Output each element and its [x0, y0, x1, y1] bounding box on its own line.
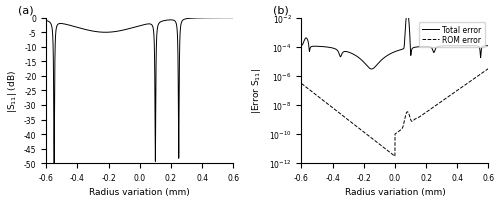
Total error	[432, 49, 438, 51]
ROM error	[432, 105, 438, 107]
Total error	[486, 45, 492, 48]
Line: Total error: Total error	[302, 13, 488, 70]
ROM error	[345, 119, 351, 121]
Total error	[368, 68, 374, 71]
ROM error	[486, 68, 492, 70]
ROM error	[387, 151, 393, 154]
ROM error	[298, 83, 304, 85]
X-axis label: Radius variation (mm): Radius variation (mm)	[344, 187, 446, 197]
Total error	[412, 47, 418, 49]
Total error	[345, 52, 351, 54]
Y-axis label: |S$_{11}$| (dB): |S$_{11}$| (dB)	[6, 69, 18, 113]
Total error	[418, 46, 424, 48]
Line: ROM error: ROM error	[302, 69, 488, 156]
X-axis label: Radius variation (mm): Radius variation (mm)	[90, 187, 190, 197]
Legend: Total error, ROM error: Total error, ROM error	[420, 22, 484, 48]
Total error	[387, 54, 393, 56]
ROM error	[418, 115, 424, 117]
ROM error	[474, 77, 480, 79]
ROM error	[392, 155, 398, 158]
Total error	[474, 45, 480, 48]
Y-axis label: |Error S$_{11}$|: |Error S$_{11}$|	[250, 68, 264, 114]
Total error	[404, 12, 410, 14]
ROM error	[412, 119, 418, 121]
Text: (a): (a)	[18, 6, 34, 16]
Total error	[298, 45, 304, 47]
Text: (b): (b)	[274, 6, 289, 16]
